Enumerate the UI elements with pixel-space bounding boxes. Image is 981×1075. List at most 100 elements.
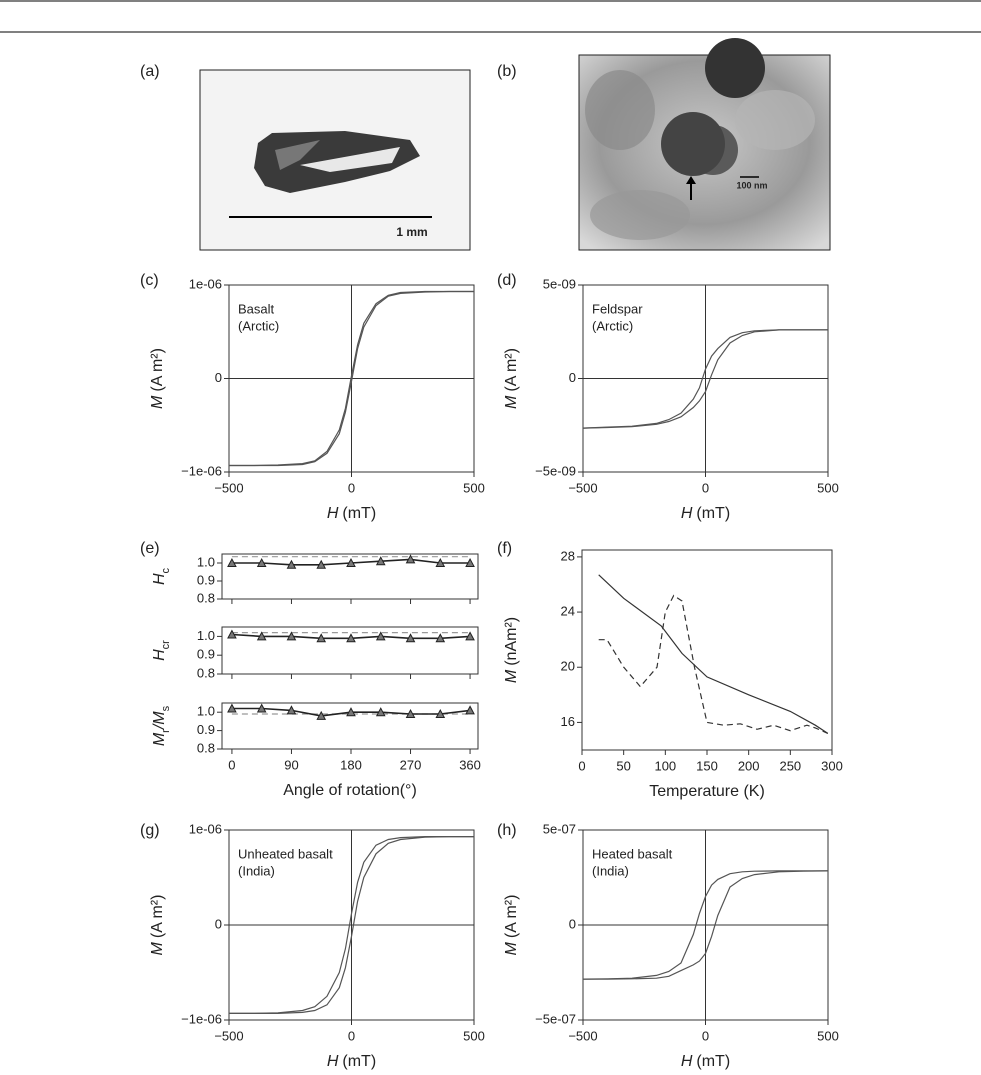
y-tick-label: 0 [569,916,576,931]
plot-frame [221,702,479,750]
series-line [598,574,829,734]
plot-frame [221,626,479,675]
x-tick-label: 500 [817,1028,839,1043]
annotation: (Arctic) [592,318,633,333]
series-line [582,329,828,429]
axis-label: Angle of rotation(°) [283,782,417,799]
series-line [229,290,474,467]
axis-label-part: (A m²) [149,348,166,392]
point-marker [435,633,446,643]
annotation: Heated basalt [592,846,673,861]
photo-b: 100 nm [578,38,831,251]
y-tick-label: 0.8 [197,590,215,605]
panel-label: (a) [140,63,160,80]
axis-label-part: H [681,505,693,522]
x-tick-label: 200 [738,758,760,773]
axis-label-part: (mT) [342,505,376,522]
series-line [229,290,474,467]
scale-bar-label: 1 mm [396,225,427,239]
x-tick-label: 0 [578,758,585,773]
axis-label: M (A m²) [149,895,166,956]
x-tick-label: −500 [568,480,597,495]
axis-label: H (mT) [681,1053,730,1070]
axis-label-part: H [151,649,168,661]
y-tick-label: 0 [215,916,222,931]
axis-label: Hcr [151,640,172,661]
series-line [583,870,829,980]
x-tick-label: 0 [228,757,235,772]
x-tick-label: −500 [568,1028,597,1043]
x-tick-label: 500 [463,1028,485,1043]
axis-label-part: (nAm²) [503,617,520,666]
axis-label: H (mT) [327,505,376,522]
x-tick-label: −500 [214,1028,243,1043]
axis-label: H (mT) [681,505,730,522]
y-tick-label: 24 [561,604,575,619]
point-marker [346,707,356,717]
y-tick-label: 28 [561,548,575,563]
x-tick-label: 250 [779,758,801,773]
point-marker [227,629,237,639]
y-tick-label: −1e-06 [181,463,222,478]
axis-label-part: H [151,573,168,585]
x-tick-label: 500 [817,480,839,495]
point-marker [435,557,446,567]
x-tick-label: 360 [459,757,481,772]
axis-label: M (nAm²) [503,617,520,683]
axis-label: Temperature (K) [649,783,765,800]
x-tick-label: 50 [616,758,630,773]
series-line [598,594,829,734]
y-tick-label: 20 [561,659,575,674]
y-tick-label: 0.8 [197,665,215,680]
axis-label-part: M [151,732,168,746]
point-marker [405,554,416,564]
annotation: Unheated basalt [238,846,333,861]
axis-label-part: H [681,1053,693,1070]
axis-label-part: r [160,729,172,733]
panel-label: (f) [497,540,512,557]
panel-label: (d) [497,272,517,289]
axis-label-part: (mT) [342,1053,376,1070]
annotation: (India) [238,863,275,878]
x-tick-label: 150 [696,758,718,773]
annotation: Basalt [238,301,275,316]
axis-label: M (A m²) [503,348,520,409]
axis-label-part: (A m²) [149,895,166,939]
axis-label-part: (A m²) [503,348,520,392]
axis-label-part: H [327,1053,339,1070]
y-tick-label: 0 [215,370,222,385]
x-tick-label: 180 [340,757,362,772]
point-marker [465,705,475,715]
point-marker [405,708,416,719]
x-tick-label: 300 [821,758,843,773]
y-tick-label: 0.9 [197,572,215,587]
axis-label: M (A m²) [149,348,166,409]
axis-label: Hc [151,567,172,585]
point-marker [346,557,356,567]
point-marker [405,633,416,643]
axis-label-part: H [327,505,339,522]
panel-label: (e) [140,540,160,557]
axis-label-part: cr [160,640,172,650]
y-tick-label: −5e-07 [535,1011,576,1026]
plot-frame [581,549,833,751]
axis-label-part: (mT) [696,1053,730,1070]
point-marker [286,705,297,715]
x-tick-label: 0 [702,480,709,495]
annotation: (Arctic) [238,318,279,333]
point-marker [435,708,446,719]
panel-label: (h) [497,822,517,839]
axis-label-part: s [160,705,172,711]
point-marker [375,707,386,717]
point-marker [465,631,475,641]
axis-label: Mr/Ms [151,705,172,746]
point-marker [227,557,237,567]
y-tick-label: 0.9 [197,722,215,737]
x-tick-label: 270 [400,757,422,772]
y-tick-label: 1e-06 [189,821,222,836]
y-tick-label: 1.0 [197,554,215,569]
y-tick-label: 5e-09 [543,276,576,291]
axis-label-part: M [149,395,166,409]
y-tick-label: 1.0 [197,704,215,719]
